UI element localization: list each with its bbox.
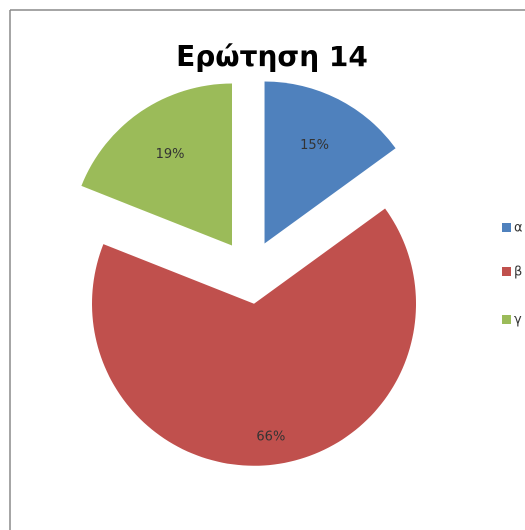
data-label: 19%	[156, 147, 185, 162]
pie-slice	[264, 81, 396, 244]
data-label: 66%	[256, 430, 285, 445]
legend-label: β	[514, 265, 522, 280]
pie-slice	[92, 208, 417, 466]
legend-swatch	[502, 223, 511, 232]
legend-label: γ	[514, 313, 522, 328]
pie-slice	[81, 83, 233, 246]
chart-title: Ερώτηση 14	[176, 40, 368, 73]
data-label: 15%	[300, 138, 329, 153]
legend-label: α	[514, 221, 523, 236]
legend-swatch	[502, 315, 511, 324]
legend-swatch	[502, 267, 511, 276]
